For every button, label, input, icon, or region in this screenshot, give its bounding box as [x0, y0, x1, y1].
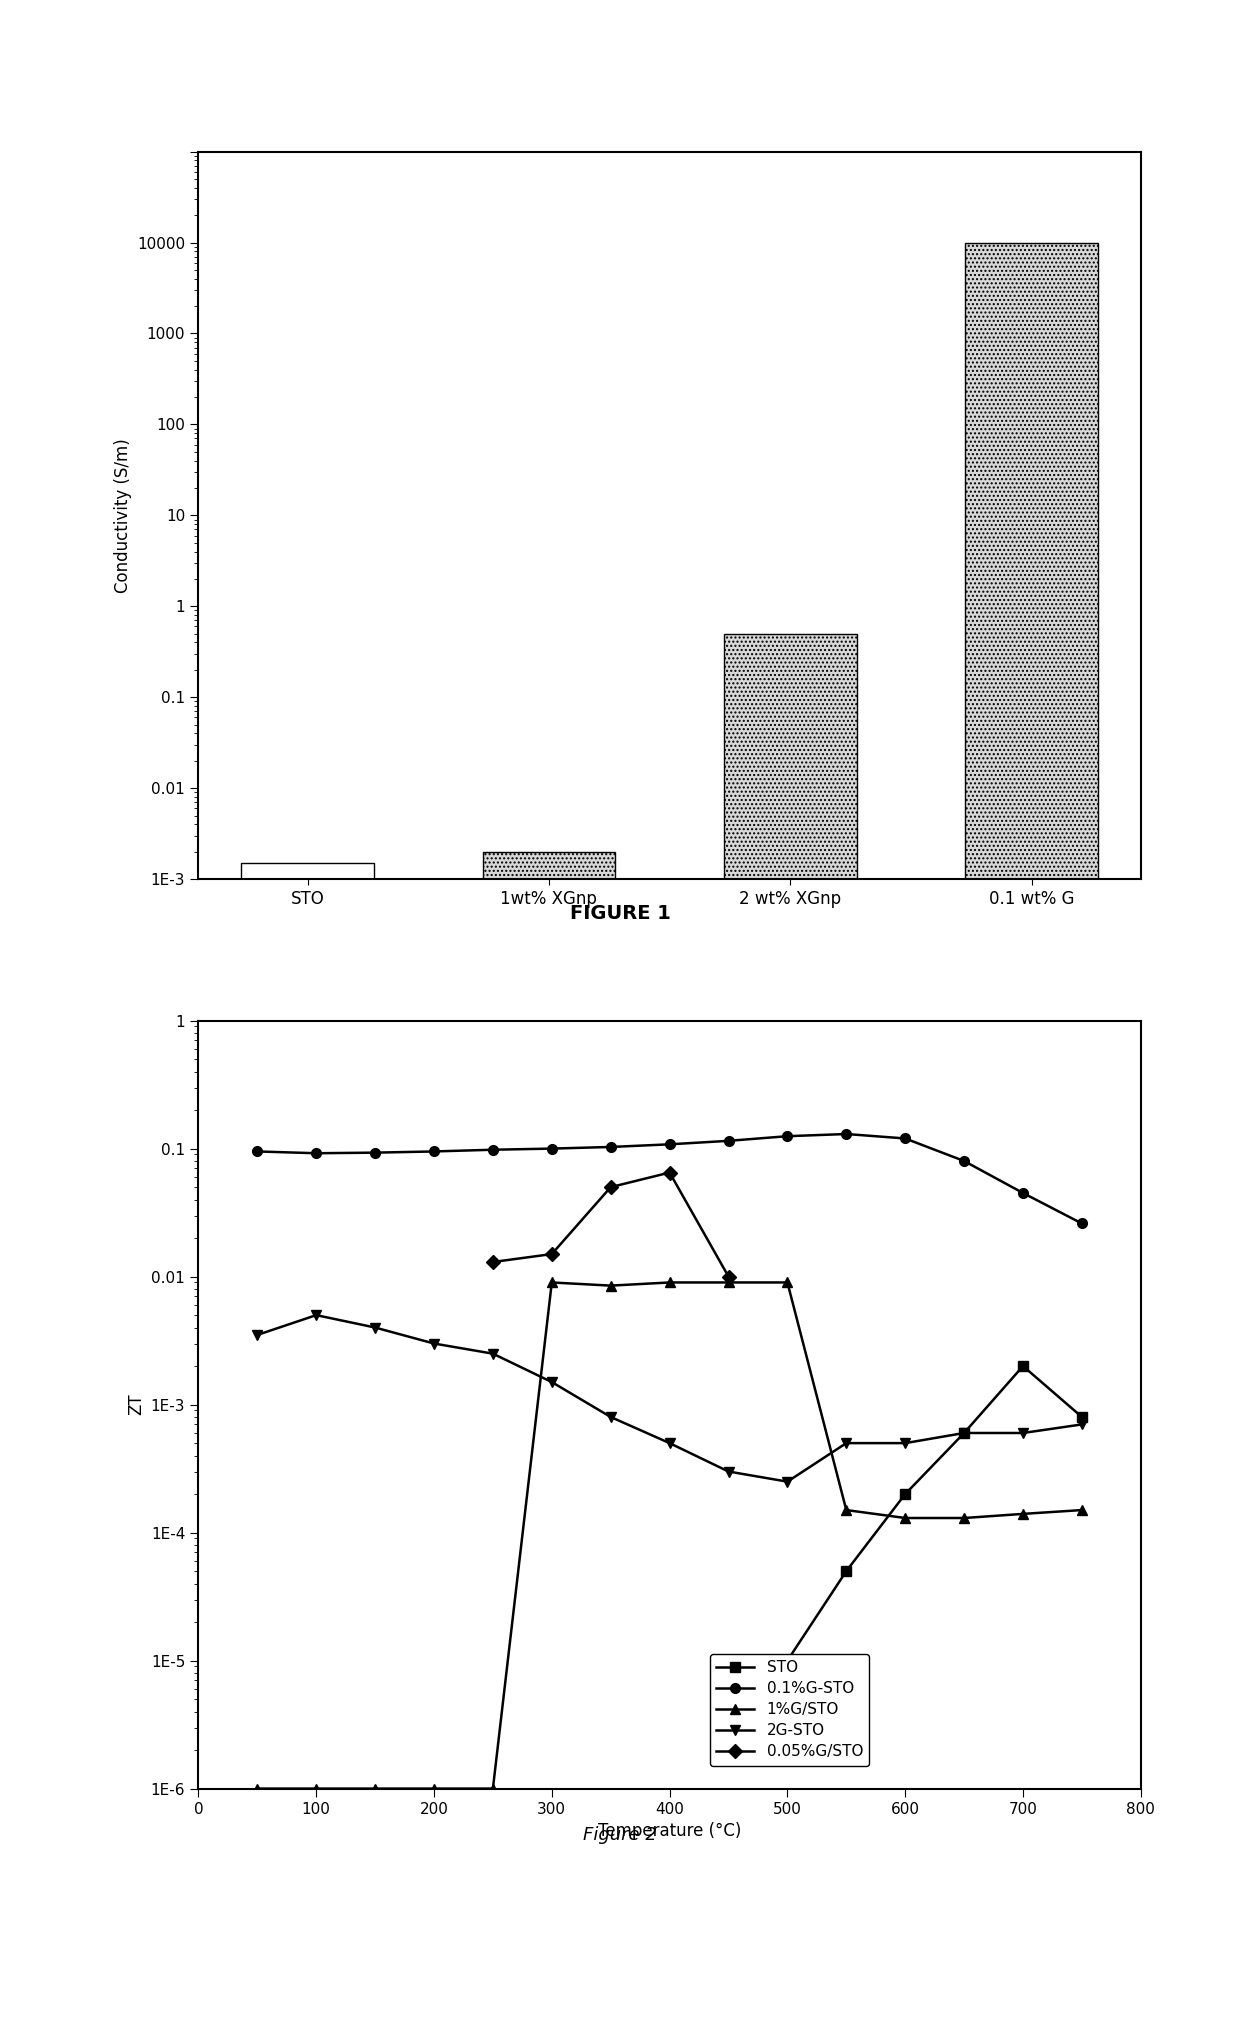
2G-STO [1016, 1421, 1030, 1445]
Bar [482, 851, 615, 2021]
0.1%G-STO [309, 1142, 324, 1166]
0.05%G/STO [603, 1174, 618, 1198]
2G-STO [485, 1342, 500, 1366]
1%G/STO [662, 1271, 677, 1295]
0.05%G/STO [544, 1243, 559, 1267]
2G-STO [898, 1431, 913, 1455]
2G-STO [957, 1421, 972, 1445]
1%G/STO [427, 1776, 441, 1801]
2G-STO [367, 1316, 382, 1340]
0.1%G-STO [367, 1140, 382, 1164]
Bar [724, 635, 857, 2021]
0.05%G/STO [662, 1160, 677, 1184]
STO [898, 1481, 913, 1506]
0.1%G-STO [722, 1128, 737, 1152]
Bar [242, 863, 374, 2021]
2G-STO [603, 1405, 618, 1429]
Line: 0.05%G/STO: 0.05%G/STO [489, 1168, 733, 1281]
0.1%G-STO [1074, 1211, 1090, 1235]
1%G/STO [722, 1271, 737, 1295]
0.05%G/STO [722, 1265, 737, 1289]
Line: 1%G/STO: 1%G/STO [253, 1277, 1086, 1793]
0.1%G-STO [603, 1136, 618, 1160]
Line: STO: STO [782, 1362, 1086, 1665]
0.1%G-STO [427, 1140, 441, 1164]
STO [1074, 1405, 1090, 1429]
0.1%G-STO [838, 1122, 853, 1146]
X-axis label: Temperature (°C): Temperature (°C) [598, 1823, 742, 1841]
STO [957, 1421, 972, 1445]
2G-STO [662, 1431, 677, 1455]
1%G/STO [898, 1506, 913, 1530]
2G-STO [838, 1431, 853, 1455]
STO [780, 1649, 795, 1673]
0.1%G-STO [485, 1138, 500, 1162]
2G-STO [427, 1332, 441, 1356]
1%G/STO [544, 1271, 559, 1295]
Line: 0.1%G-STO: 0.1%G-STO [253, 1130, 1086, 1229]
1%G/STO [957, 1506, 972, 1530]
Bar [965, 243, 1097, 2021]
1%G/STO [367, 1776, 382, 1801]
Text: FIGURE 1: FIGURE 1 [569, 903, 671, 924]
STO [838, 1558, 853, 1582]
0.1%G-STO [898, 1126, 913, 1150]
Line: 2G-STO: 2G-STO [253, 1310, 1086, 1487]
Legend: STO, 0.1%G-STO, 1%G/STO, 2G-STO, 0.05%G/STO: STO, 0.1%G-STO, 1%G/STO, 2G-STO, 0.05%G/… [711, 1653, 869, 1766]
Text: Figure 2: Figure 2 [583, 1827, 657, 1843]
STO [1016, 1354, 1030, 1378]
Y-axis label: ZT: ZT [128, 1394, 145, 1415]
1%G/STO [780, 1271, 795, 1295]
1%G/STO [603, 1273, 618, 1297]
0.1%G-STO [662, 1132, 677, 1156]
1%G/STO [485, 1776, 500, 1801]
0.1%G-STO [957, 1148, 972, 1172]
2G-STO [722, 1459, 737, 1483]
2G-STO [780, 1469, 795, 1494]
1%G/STO [309, 1776, 324, 1801]
2G-STO [544, 1370, 559, 1394]
2G-STO [309, 1304, 324, 1328]
Y-axis label: Conductivity (S/m): Conductivity (S/m) [114, 439, 131, 592]
0.05%G/STO [485, 1249, 500, 1273]
1%G/STO [1016, 1502, 1030, 1526]
0.1%G-STO [544, 1136, 559, 1160]
2G-STO [1074, 1413, 1090, 1437]
1%G/STO [1074, 1498, 1090, 1522]
0.1%G-STO [780, 1124, 795, 1148]
2G-STO [250, 1324, 265, 1348]
1%G/STO [250, 1776, 265, 1801]
0.1%G-STO [1016, 1180, 1030, 1205]
1%G/STO [838, 1498, 853, 1522]
0.1%G-STO [250, 1140, 265, 1164]
